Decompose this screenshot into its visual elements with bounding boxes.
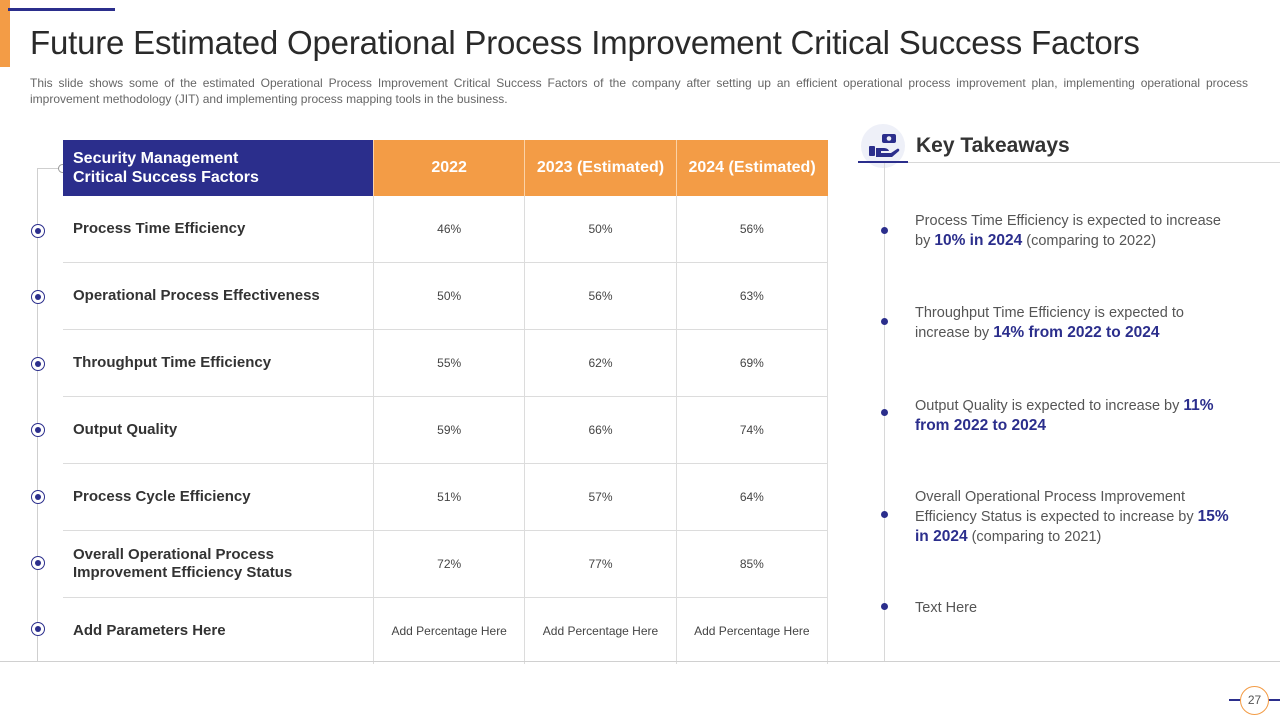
table-row: Process Cycle Efficiency 51% 57% 64% bbox=[63, 463, 829, 531]
takeaways-underline bbox=[858, 161, 908, 163]
bullet-icon bbox=[881, 409, 888, 416]
table-row: Add Parameters Here Add Percentage Here … bbox=[63, 597, 829, 665]
top-accent-line bbox=[8, 8, 115, 11]
bullet-icon bbox=[881, 318, 888, 325]
timeline-hook bbox=[37, 168, 63, 169]
row-marker-icon bbox=[31, 357, 45, 371]
value-2024: 63% bbox=[675, 262, 829, 330]
row-marker-icon bbox=[31, 556, 45, 570]
value-2023: 77% bbox=[524, 530, 677, 598]
row-label-line: Output Quality bbox=[73, 421, 178, 438]
takeaway-text: Overall Operational Process Improvement … bbox=[915, 489, 1198, 525]
hand-holding-money-icon bbox=[861, 124, 905, 168]
row-label: Process Time Efficiency bbox=[63, 196, 374, 263]
row-marker-icon bbox=[31, 290, 45, 304]
value-2022: 51% bbox=[372, 463, 525, 531]
table-row: Output Quality 59% 66% 74% bbox=[63, 396, 829, 464]
table-row: Operational Process Effectiveness 50% 56… bbox=[63, 262, 829, 330]
header-2023: 2023 (Estimated) bbox=[524, 140, 677, 196]
value-2024: Add Percentage Here bbox=[675, 597, 829, 664]
value-2024: 56% bbox=[675, 196, 829, 263]
takeaway-item: Text Here bbox=[915, 599, 1240, 618]
row-label: Overall Operational Process Improvement … bbox=[63, 530, 374, 598]
value-2022: 55% bbox=[372, 329, 525, 397]
header-2024: 2024 (Estimated) bbox=[675, 140, 828, 196]
value-2024: 64% bbox=[675, 463, 829, 531]
value-2022: 50% bbox=[372, 262, 525, 330]
row-marker-icon bbox=[31, 622, 45, 636]
takeaway-item: Output Quality is expected to increase b… bbox=[915, 396, 1240, 436]
takeaway-text: (comparing to 2022) bbox=[1022, 233, 1157, 249]
takeaway-item: Throughput Time Efficiency is expected t… bbox=[915, 304, 1240, 343]
page-number: 27 bbox=[1240, 686, 1269, 715]
takeaways-title: Key Takeaways bbox=[916, 134, 1070, 157]
takeaways-rule bbox=[908, 162, 1280, 163]
row-label-line: Overall Operational Process bbox=[73, 546, 274, 563]
header-factor-line2: Critical Success Factors bbox=[73, 169, 259, 186]
takeaway-text: (comparing to 2021) bbox=[967, 529, 1102, 545]
row-label-line: Operational Process Effectiveness bbox=[73, 287, 320, 304]
header-factor-line1: Security Management bbox=[73, 150, 239, 167]
bullet-icon bbox=[881, 603, 888, 610]
row-label-line: Process Cycle Efficiency bbox=[73, 488, 251, 505]
row-label: Operational Process Effectiveness bbox=[63, 262, 374, 330]
row-label-line: Process Time Efficiency bbox=[73, 220, 246, 237]
takeaway-highlight: 15% in 2024 bbox=[915, 508, 1229, 545]
value-2024: 69% bbox=[675, 329, 829, 397]
takeaway-highlight: 11% from 2022 to 2024 bbox=[915, 397, 1214, 434]
value-2023: 66% bbox=[524, 396, 677, 464]
value-2022: Add Percentage Here bbox=[372, 597, 525, 664]
value-2022: 59% bbox=[372, 396, 525, 464]
bullet-icon bbox=[881, 511, 888, 518]
value-2023: Add Percentage Here bbox=[524, 597, 677, 664]
row-marker-icon bbox=[31, 224, 45, 238]
row-label-line: Improvement Efficiency Status bbox=[73, 564, 293, 581]
takeaway-text: Output Quality is expected to increase b… bbox=[915, 398, 1184, 414]
header-2022: 2022 bbox=[372, 140, 525, 196]
csf-table: Security Management Critical Success Fac… bbox=[63, 140, 829, 665]
page-subtitle: This slide shows some of the estimated O… bbox=[30, 76, 1248, 106]
value-2024: 74% bbox=[675, 396, 829, 464]
takeaway-item: Process Time Efficiency is expected to i… bbox=[915, 212, 1240, 251]
takeaway-highlight: 14% from 2022 to 2024 bbox=[993, 324, 1160, 341]
value-2023: 50% bbox=[524, 196, 677, 263]
value-2024: 85% bbox=[675, 530, 829, 598]
row-marker-icon bbox=[31, 423, 45, 437]
takeaway-text: Process Time Efficiency is expected to i… bbox=[915, 213, 1221, 249]
takeaway-item: Overall Operational Process Improvement … bbox=[915, 488, 1240, 547]
bullet-icon bbox=[881, 227, 888, 234]
page-title: Future Estimated Operational Process Imp… bbox=[30, 24, 1140, 61]
table-header-row: Security Management Critical Success Fac… bbox=[63, 140, 828, 196]
row-label-line: Add Parameters Here bbox=[73, 622, 226, 639]
value-2023: 62% bbox=[524, 329, 677, 397]
row-label-line: Throughput Time Efficiency bbox=[73, 354, 272, 371]
accent-bar bbox=[0, 0, 10, 67]
takeaway-text: Throughput Time Efficiency is expected t… bbox=[915, 305, 1184, 341]
table-row: Process Time Efficiency 46% 50% 56% bbox=[63, 196, 829, 263]
takeaway-highlight: 10% in 2024 bbox=[934, 232, 1023, 249]
value-2023: 56% bbox=[524, 262, 677, 330]
value-2022: 72% bbox=[372, 530, 525, 598]
row-label: Add Parameters Here bbox=[63, 598, 374, 665]
row-label: Process Cycle Efficiency bbox=[63, 463, 374, 531]
timeline-line bbox=[37, 168, 38, 661]
bottom-divider bbox=[0, 661, 1280, 662]
value-2023: 57% bbox=[524, 463, 677, 531]
row-marker-icon bbox=[31, 490, 45, 504]
row-label: Throughput Time Efficiency bbox=[63, 329, 374, 397]
table-row: Overall Operational Process Improvement … bbox=[63, 530, 829, 598]
value-2022: 46% bbox=[372, 196, 525, 263]
takeaway-text: Text Here bbox=[915, 600, 978, 616]
table-row: Throughput Time Efficiency 55% 62% 69% bbox=[63, 329, 829, 397]
row-label: Output Quality bbox=[63, 396, 374, 464]
header-factor: Security Management Critical Success Fac… bbox=[63, 140, 374, 196]
